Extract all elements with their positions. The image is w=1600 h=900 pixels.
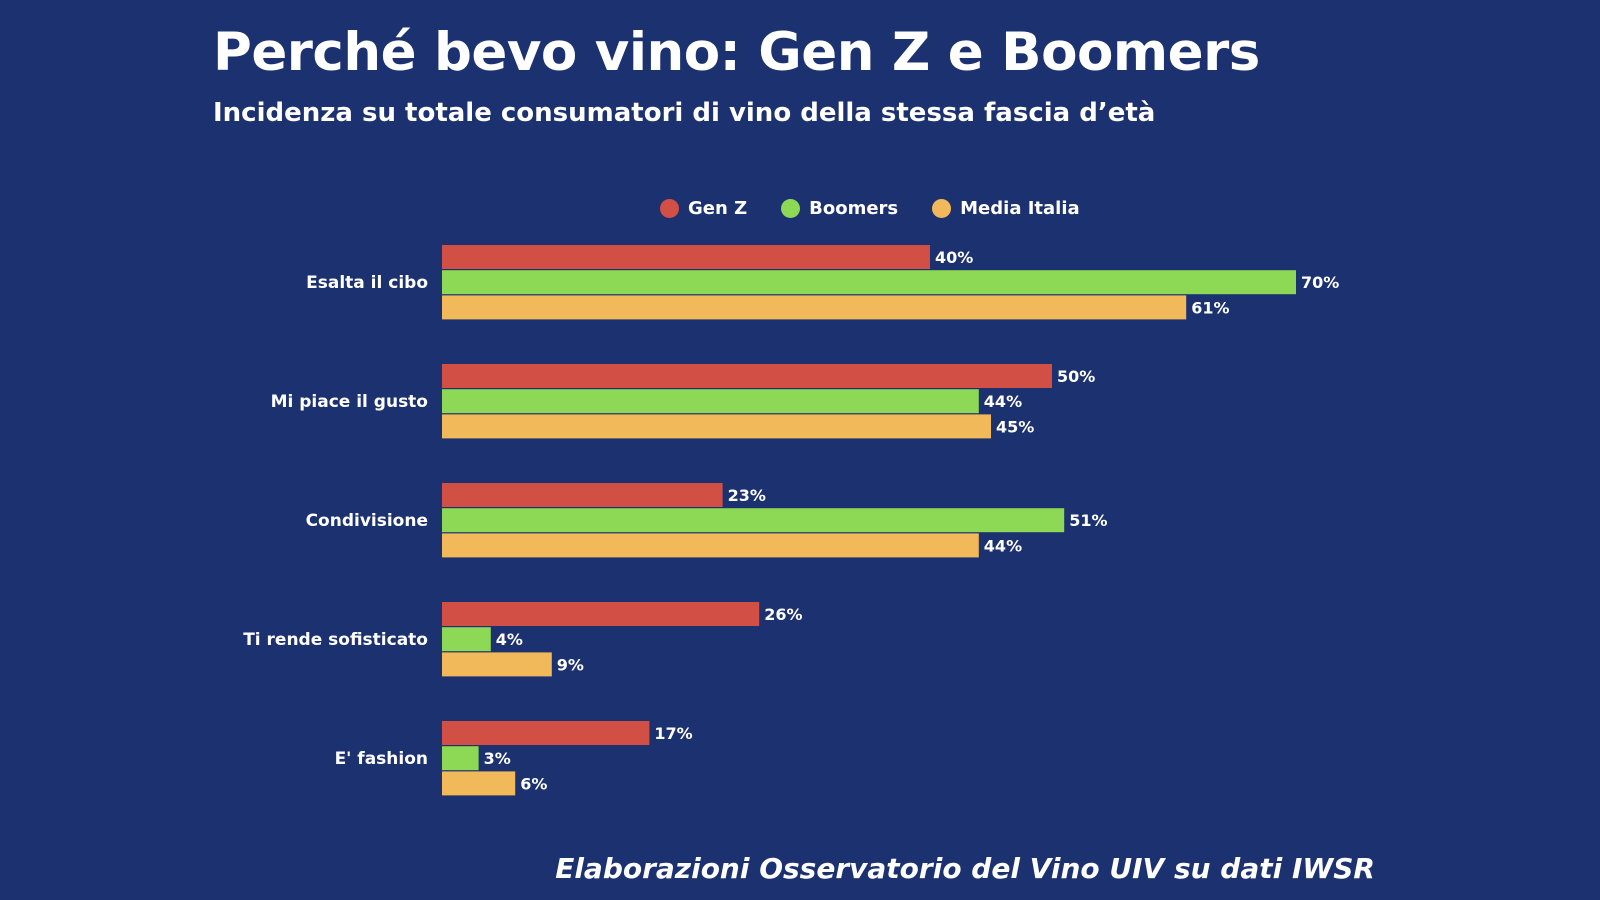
data-label: 26%: [764, 605, 802, 624]
data-label: 40%: [935, 248, 973, 267]
bar: [442, 652, 552, 677]
legend-label: Gen Z: [688, 198, 748, 219]
bar: [442, 627, 491, 652]
bar: [442, 746, 479, 771]
data-label: 44%: [984, 536, 1022, 555]
bar: [442, 508, 1065, 533]
data-label: 23%: [728, 486, 766, 505]
bar: [442, 771, 516, 796]
source-note: Elaborazioni Osservatorio del Vino UIV s…: [555, 852, 1375, 885]
category-label: Mi piace il gusto: [271, 392, 428, 412]
legend-item-gen-z: Gen Z: [660, 198, 747, 219]
category-label: Ti rende sofisticato: [243, 630, 428, 650]
data-label: 6%: [520, 774, 547, 793]
data-label: 70%: [1301, 273, 1339, 292]
data-label: 51%: [1069, 511, 1107, 530]
bar: [442, 483, 723, 507]
data-label: 50%: [1057, 367, 1095, 386]
bar: [442, 295, 1187, 320]
bar: [442, 389, 979, 414]
legend-label: Media Italia: [960, 198, 1080, 219]
data-label: 45%: [996, 417, 1034, 436]
bar: [442, 245, 930, 269]
bar: [442, 721, 650, 745]
legend-swatch-gen-z: [660, 199, 679, 218]
bar: [442, 270, 1296, 295]
legend-label: Boomers: [809, 198, 899, 219]
category-label: Condivisione: [306, 511, 428, 531]
data-label: 17%: [654, 724, 692, 743]
legend-item-media-italia: Media Italia: [932, 198, 1080, 219]
chart-title: Perché bevo vino: Gen Z e Boomers: [213, 22, 1260, 83]
bar: [442, 533, 979, 558]
legend-swatch-boomers: [781, 199, 801, 218]
bar: [442, 414, 991, 439]
category-label: E' fashion: [335, 749, 428, 769]
data-label: 44%: [984, 392, 1022, 411]
legend: Gen Z Boomers Media Italia: [660, 198, 1080, 219]
bar: [442, 602, 760, 626]
data-label: 9%: [557, 655, 584, 674]
data-label: 61%: [1191, 298, 1229, 317]
data-label: 3%: [484, 749, 511, 768]
legend-item-boomers: Boomers: [781, 198, 898, 219]
bar: [442, 364, 1052, 388]
category-label: Esalta il cibo: [306, 273, 428, 293]
data-label: 4%: [496, 630, 523, 649]
legend-swatch-media-italia: [932, 199, 952, 218]
chart-subtitle: Incidenza su totale consumatori di vino …: [213, 98, 1156, 128]
